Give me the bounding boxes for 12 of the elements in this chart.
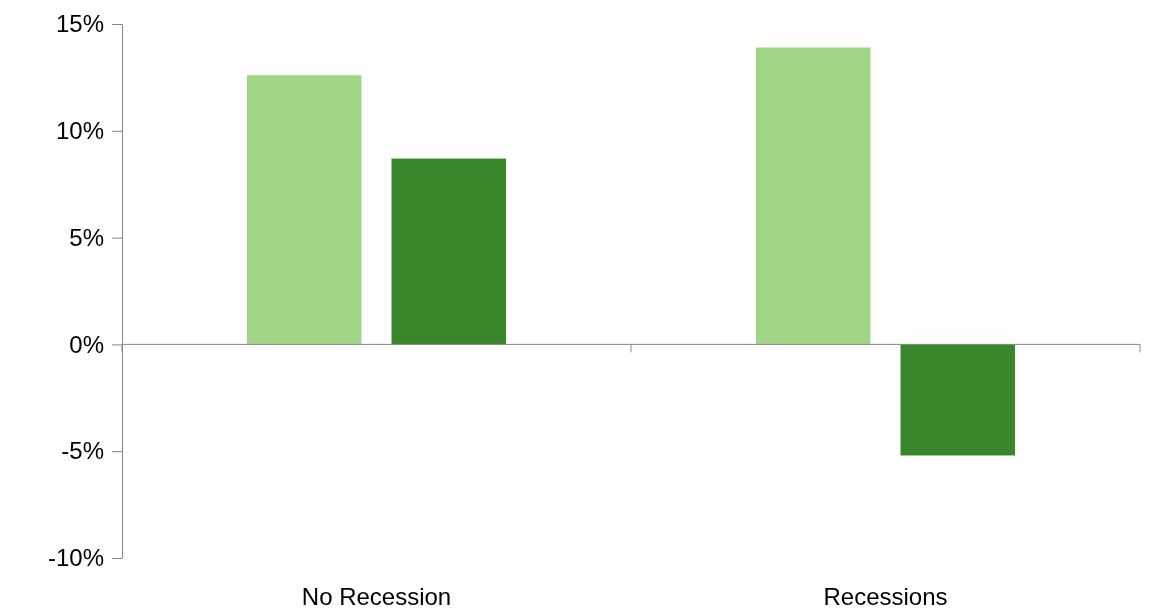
y-tick-label: -10% bbox=[47, 544, 104, 572]
bar bbox=[900, 344, 1016, 456]
y-tick-label: 0% bbox=[69, 330, 104, 358]
x-tick-label: Recessions bbox=[823, 583, 948, 610]
y-tick-label: 5% bbox=[69, 223, 104, 251]
bar bbox=[755, 47, 871, 345]
bar bbox=[391, 158, 507, 345]
x-tick-label: No Recession bbox=[301, 583, 452, 610]
y-tick-label: -5% bbox=[61, 437, 104, 465]
bar bbox=[246, 75, 362, 345]
y-tick-label: 15% bbox=[55, 10, 104, 38]
y-tick-label: 10% bbox=[55, 116, 104, 144]
